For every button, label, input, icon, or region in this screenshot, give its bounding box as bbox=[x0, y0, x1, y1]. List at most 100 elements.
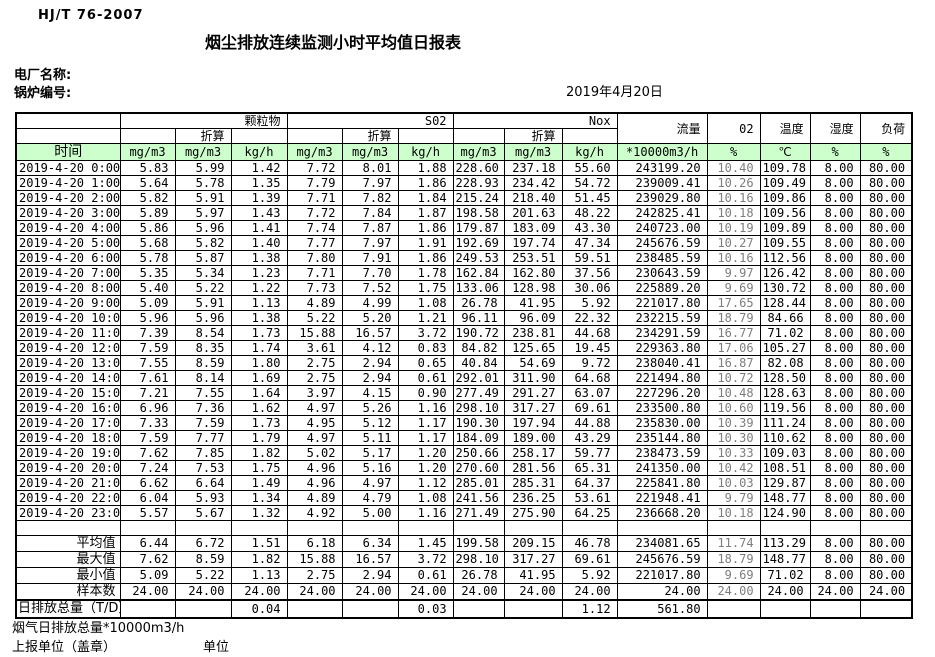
value-cell: 24.00 bbox=[616, 583, 708, 601]
value-cell: 4.99 bbox=[341, 295, 399, 311]
value-cell: 10.40 bbox=[706, 160, 761, 176]
time-cell: 2019-4-20 0:00 bbox=[15, 160, 121, 176]
table-row: 2019-4-20 15:00 7.21 7.55 1.64 3.97 4.15 0.90 2… bbox=[15, 385, 913, 401]
value-cell: 16.57 bbox=[341, 325, 399, 341]
value-cell: 43.30 bbox=[561, 220, 618, 236]
value-cell: 183.09 bbox=[503, 220, 563, 236]
header-load: 负荷 bbox=[859, 112, 913, 144]
value-cell bbox=[503, 520, 563, 536]
value-cell bbox=[286, 520, 343, 536]
value-cell: 80.00 bbox=[859, 325, 913, 341]
value-cell: 5.96 bbox=[119, 310, 176, 326]
value-cell: 8.00 bbox=[809, 385, 861, 401]
time-cell: 2019-4-20 4:00 bbox=[15, 220, 121, 236]
value-cell: 198.58 bbox=[452, 205, 505, 221]
value-cell: 80.00 bbox=[859, 220, 913, 236]
value-cell: 5.82 bbox=[174, 235, 232, 251]
value-cell: 311.90 bbox=[503, 370, 563, 386]
value-cell: 109.89 bbox=[759, 220, 811, 236]
value-cell: 5.82 bbox=[119, 190, 176, 206]
value-cell: 5.92 bbox=[561, 295, 618, 311]
value-cell: 96.09 bbox=[503, 310, 563, 326]
value-cell: 298.10 bbox=[452, 400, 505, 416]
value-cell: 1.51 bbox=[230, 535, 288, 552]
value-cell: 7.87 bbox=[341, 220, 399, 236]
value-cell: 199.58 bbox=[452, 535, 505, 552]
value-cell: 80.00 bbox=[859, 265, 913, 281]
value-cell: 8.00 bbox=[809, 175, 861, 191]
value-cell: 8.00 bbox=[809, 265, 861, 281]
value-cell: 201.63 bbox=[503, 205, 563, 221]
value-cell: 5.78 bbox=[174, 175, 232, 191]
value-cell: 6.34 bbox=[341, 535, 399, 552]
value-cell: 7.72 bbox=[286, 205, 343, 221]
value-cell: 221494.80 bbox=[616, 370, 708, 386]
value-cell: 3.72 bbox=[397, 551, 454, 568]
value-cell: 6.62 bbox=[119, 475, 176, 491]
value-cell: 69.61 bbox=[561, 400, 618, 416]
table-row: 2019-4-20 17:00 7.33 7.59 1.73 4.95 5.12 1.17 1… bbox=[15, 415, 913, 431]
value-cell: 1.34 bbox=[230, 490, 288, 506]
value-cell: 80.00 bbox=[859, 535, 913, 552]
value-cell: 8.00 bbox=[809, 551, 861, 568]
time-cell: 2019-4-20 3:00 bbox=[15, 205, 121, 221]
table-row: 2019-4-20 7:00 5.35 5.34 1.23 7.71 7.70 1.78 16… bbox=[15, 265, 913, 281]
reporting-unit-label: 上报单位（盖章） bbox=[12, 640, 117, 655]
group-header-so2: S02 bbox=[286, 112, 454, 129]
table-row: 2019-4-20 22:00 6.04 5.93 1.34 4.89 4.79 1.08 2… bbox=[15, 490, 913, 506]
value-cell: 221948.41 bbox=[616, 490, 708, 506]
table-body: 2019-4-20 0:00 5.83 5.99 1.42 7.72 8.01 1.88 22… bbox=[15, 160, 913, 619]
value-cell: 5.00 bbox=[341, 505, 399, 521]
value-cell: 1.13 bbox=[230, 295, 288, 311]
value-cell: 9.69 bbox=[706, 280, 761, 296]
value-cell: 17.65 bbox=[706, 295, 761, 311]
value-cell: 1.80 bbox=[230, 355, 288, 371]
time-cell: 2019-4-20 9:00 bbox=[15, 295, 121, 311]
group-header-nox: Nox bbox=[452, 112, 618, 129]
value-cell: 24.00 bbox=[341, 583, 399, 601]
value-cell: 46.78 bbox=[561, 535, 618, 552]
value-cell: 1.08 bbox=[397, 295, 454, 311]
value-cell: 258.17 bbox=[503, 445, 563, 461]
value-cell: 24.00 bbox=[397, 583, 454, 601]
blank-cell bbox=[561, 128, 618, 144]
report-table: 颗粒物 S02 Nox 流量 02 温度 湿度 负荷 折算 折算 折算 bbox=[15, 112, 914, 619]
value-cell: 8.00 bbox=[809, 355, 861, 371]
value-cell: 10.27 bbox=[706, 235, 761, 251]
value-cell: 109.55 bbox=[759, 235, 811, 251]
blank-cell bbox=[230, 128, 288, 144]
header-o2: 02 bbox=[706, 112, 761, 144]
time-cell: 2019-4-20 18:00 bbox=[15, 430, 121, 446]
time-cell: 2019-4-20 7:00 bbox=[15, 265, 121, 281]
value-cell: 1.41 bbox=[230, 220, 288, 236]
value-cell: 238473.59 bbox=[616, 445, 708, 461]
value-cell: 5.68 bbox=[119, 235, 176, 251]
value-cell: 3.61 bbox=[286, 340, 343, 356]
value-cell: 5.64 bbox=[119, 175, 176, 191]
value-cell: 51.45 bbox=[561, 190, 618, 206]
value-cell: 1.88 bbox=[397, 160, 454, 176]
value-cell: 232215.59 bbox=[616, 310, 708, 326]
value-cell: 221017.80 bbox=[616, 567, 708, 584]
value-cell: 80.00 bbox=[859, 175, 913, 191]
value-cell: 10.16 bbox=[706, 250, 761, 266]
value-cell: 233500.80 bbox=[616, 400, 708, 416]
value-cell: 5.17 bbox=[341, 445, 399, 461]
value-cell: 64.37 bbox=[561, 475, 618, 491]
table-row: 2019-4-20 1:00 5.64 5.78 1.35 7.79 7.97 1.86 22… bbox=[15, 175, 913, 191]
table-row: 2019-4-20 18:00 7.59 7.77 1.79 4.97 5.11 1.17 1… bbox=[15, 430, 913, 446]
time-cell: 2019-4-20 19:00 bbox=[15, 445, 121, 461]
time-cell: 2019-4-20 6:00 bbox=[15, 250, 121, 266]
value-cell bbox=[809, 520, 861, 536]
value-cell: 125.65 bbox=[503, 340, 563, 356]
unit-header: mg/m3 bbox=[452, 143, 505, 161]
table-row: 2019-4-20 8:00 5.40 5.22 1.22 7.73 7.52 1.75 13… bbox=[15, 280, 913, 296]
report-date: 2019年4月20日 bbox=[566, 85, 663, 100]
value-cell: 4.12 bbox=[341, 340, 399, 356]
value-cell: 7.79 bbox=[286, 175, 343, 191]
value-cell: 8.00 bbox=[809, 490, 861, 506]
value-cell: 0.61 bbox=[397, 370, 454, 386]
value-cell: 80.00 bbox=[859, 551, 913, 568]
value-cell: 245676.59 bbox=[616, 551, 708, 568]
value-cell: 10.39 bbox=[706, 415, 761, 431]
